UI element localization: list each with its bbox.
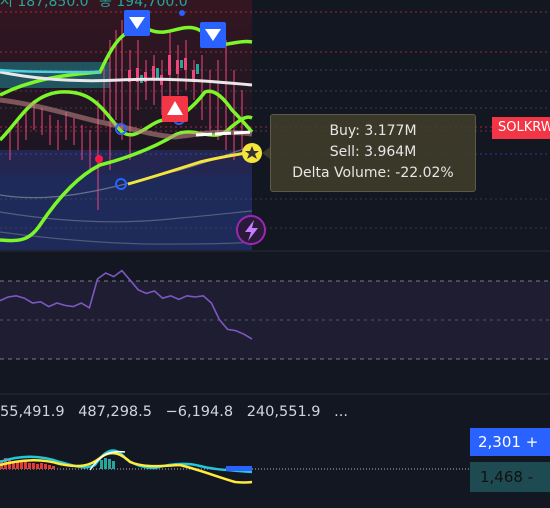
ma-yellow (127, 150, 253, 186)
tooltip-delta: Delta Volume: -22.02% (292, 165, 454, 181)
ma-grey-3 (0, 231, 253, 245)
ma-white-long (0, 70, 253, 87)
rsi-series-line (0, 269, 253, 340)
indicator-values-row: 55,491.9 487,298.5 −6,194.8 240,551.9 ..… (0, 404, 357, 426)
sell-marker-2[interactable] (200, 22, 226, 48)
bollinger-lower (0, 115, 253, 243)
symbol-price-tag[interactable]: SOLKRW (492, 117, 550, 139)
tooltip-buy: Buy: 3.177M (329, 123, 417, 139)
signal-line (0, 451, 253, 484)
buy-marker[interactable] (162, 96, 188, 122)
ma-teal (0, 68, 101, 74)
macd-price-tag-top: 2,301 + (470, 428, 550, 456)
ohlc-legend: 시 187,850.0 종 194,700.0 (0, 0, 188, 11)
legend-close: 종 194,700.0 (99, 0, 188, 10)
ma-white-dashed (195, 130, 253, 137)
star-icon[interactable] (242, 143, 262, 163)
blue-dot-marker (179, 10, 185, 16)
tooltip-pointer (262, 147, 270, 159)
indicator-value-3: −6,194.8 (165, 404, 234, 420)
macd-histogram-green (100, 458, 115, 469)
circle-marker-2 (115, 178, 127, 190)
indicator-value-more[interactable]: ... (334, 404, 348, 420)
circle-marker-1 (115, 123, 127, 135)
delta-volume-tooltip: Buy: 3.177M Sell: 3.964M Delta Volume: -… (270, 114, 476, 192)
indicator-value-1: 55,491.9 (0, 404, 65, 420)
sell-marker-1[interactable] (124, 10, 150, 36)
macd-white-line (89, 450, 126, 471)
lightning-icon[interactable] (236, 215, 266, 245)
bollinger-middle (0, 89, 254, 142)
macd-blue-bar (226, 466, 252, 471)
legend-open: 시 187,850.0 (0, 0, 89, 10)
indicator-value-2: 487,298.5 (78, 404, 152, 420)
tooltip-sell: Sell: 3.964M (329, 144, 417, 160)
macd-price-tag-bottom: 1,468 - (470, 462, 550, 492)
red-dot-marker (95, 155, 103, 163)
indicator-value-4: 240,551.9 (246, 404, 321, 420)
